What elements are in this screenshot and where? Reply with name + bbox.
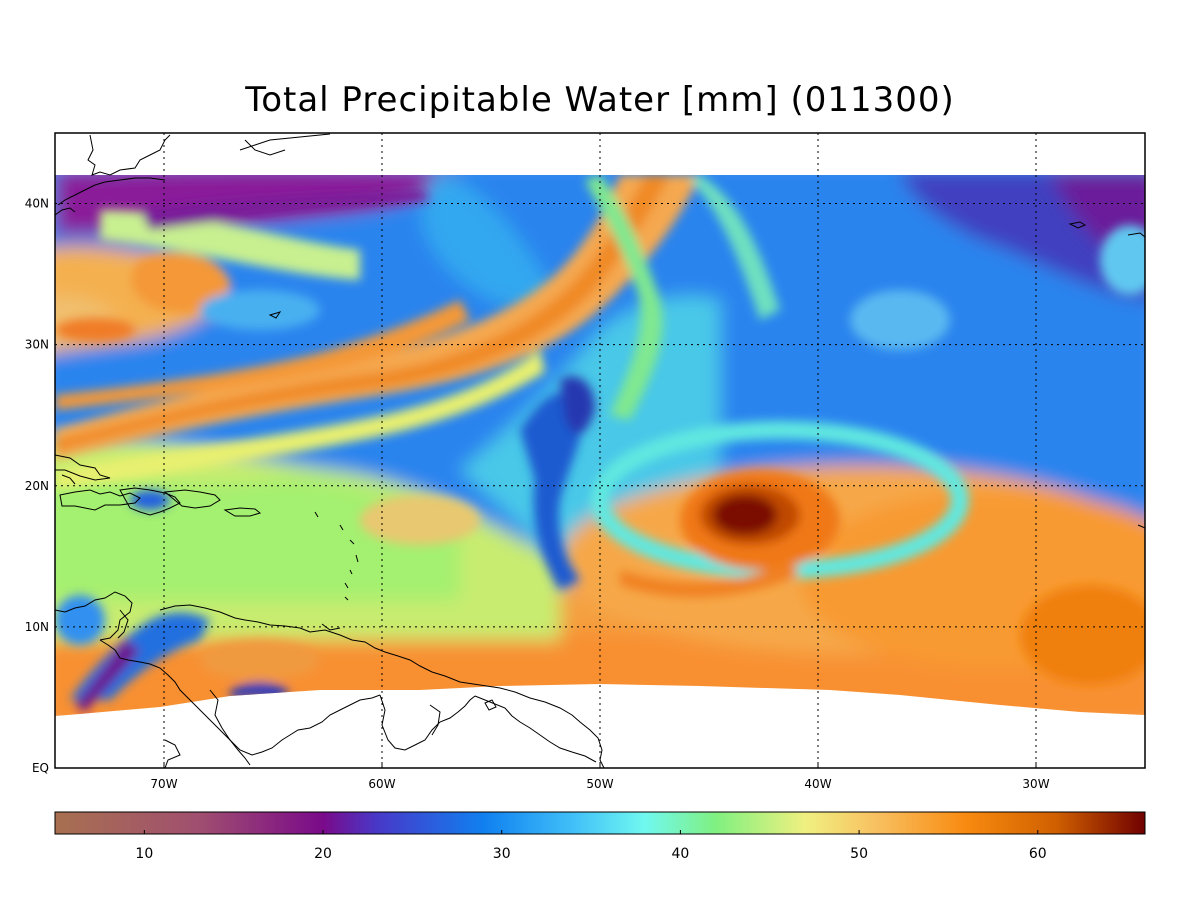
graticule (55, 133, 1145, 768)
colorbar-tick-label: 30 (493, 846, 511, 862)
colorbar-tick-label: 10 (135, 846, 153, 862)
latitude-tick-labels: EQ 10N 20N 30N 40N (25, 197, 49, 775)
lon-tick-label: 70W (150, 777, 177, 791)
colorbar-scale (54, 811, 1146, 835)
map-title: Total Precipitable Water [mm] (011300) (245, 80, 955, 120)
lon-tick-label: 50W (586, 777, 613, 791)
colorbar-tick-label: 60 (1029, 846, 1047, 862)
lon-tick-label: 60W (368, 777, 395, 791)
colorbar-tick-label: 40 (671, 846, 689, 862)
lat-tick-label: 20N (25, 479, 49, 493)
lon-tick-label: 30W (1022, 777, 1049, 791)
lat-tick-label: 30N (25, 338, 49, 352)
coastlines (55, 133, 1145, 768)
lat-tick-label: EQ (32, 761, 49, 775)
colorbar-tick-label: 50 (850, 846, 868, 862)
lat-tick-label: 10N (25, 620, 49, 634)
colorbar-tick-label: 20 (314, 846, 332, 862)
longitude-tick-labels: 70W 60W 50W 40W 30W (150, 762, 1050, 791)
precipitable-water-field (55, 175, 1145, 716)
lat-tick-label: 40N (25, 197, 49, 211)
colorbar: 10 20 30 40 50 60 (54, 811, 1146, 862)
colorbar-tick-labels: 10 20 30 40 50 60 (135, 830, 1047, 862)
lon-tick-label: 40W (804, 777, 831, 791)
